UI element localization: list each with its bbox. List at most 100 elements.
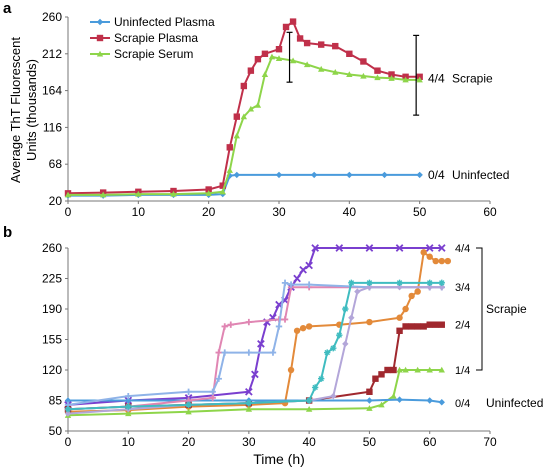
panel-b-y-tick-label: 155 [42, 333, 62, 347]
data-point [378, 401, 385, 408]
data-point [378, 371, 385, 378]
data-point [438, 399, 445, 406]
data-point [303, 61, 311, 68]
data-point [336, 331, 343, 339]
data-point [311, 384, 319, 391]
data-point [420, 323, 427, 330]
panel-a-annotation-fraction: 0/4 [428, 168, 445, 182]
series-line [67, 247, 442, 406]
panel-b-fraction-label: 0/4 [455, 398, 470, 410]
data-point [289, 57, 297, 64]
data-point [287, 281, 295, 288]
data-point [99, 191, 107, 198]
panel-b-series-4 [64, 366, 445, 418]
data-point [261, 71, 269, 78]
panel-b-x-tick-label: 20 [182, 435, 196, 449]
data-point [396, 284, 403, 291]
data-point [247, 105, 255, 112]
panel-a-series-scrapie-serum [64, 53, 423, 198]
data-point [425, 244, 434, 252]
data-point [125, 403, 132, 410]
panel-a-x-tick-label: 40 [343, 205, 357, 219]
panel-a-error-bar [286, 31, 293, 83]
data-point [366, 284, 373, 291]
panel-b-x-tick-label: 50 [363, 435, 377, 449]
data-point [275, 46, 283, 53]
data-point [365, 244, 374, 252]
panel-b-group-label-uninfected: Uninfected [486, 396, 543, 410]
panel-b-fraction-label: 4/4 [455, 243, 470, 255]
data-point [254, 55, 262, 63]
data-point [396, 314, 403, 321]
panel-a-y-tick-label: 212 [42, 47, 62, 61]
data-point [432, 257, 439, 265]
panel-b-y-tick-label: 50 [49, 424, 63, 438]
data-point [438, 321, 445, 328]
data-point [346, 71, 353, 78]
panel-a-error-bar [413, 34, 420, 116]
data-point [396, 279, 403, 287]
panel-b-x-tick-label: 10 [122, 435, 136, 449]
panel-b-fraction-label: 3/4 [455, 282, 470, 294]
data-point [219, 182, 226, 189]
data-point [64, 191, 72, 198]
data-point [254, 101, 262, 108]
panel-b-series-7 [64, 279, 445, 409]
data-point [402, 366, 409, 373]
data-point [245, 349, 253, 356]
data-point [268, 53, 276, 60]
series-line [67, 251, 448, 413]
data-point [372, 375, 379, 382]
panel-a-letter: a [3, 0, 12, 17]
data-point [245, 387, 253, 396]
data-point [374, 74, 381, 81]
data-point [185, 408, 192, 415]
data-point [233, 113, 240, 120]
legend-swatch-marker [96, 18, 104, 26]
data-point [374, 67, 381, 74]
data-point [282, 23, 290, 31]
data-point [348, 314, 355, 321]
data-point [402, 305, 409, 313]
panel-a-x-tick-label: 50 [413, 205, 427, 219]
legend-label: Scrapie Serum [114, 47, 193, 61]
series-line [67, 286, 442, 411]
data-point [366, 318, 373, 326]
data-point [245, 399, 253, 407]
data-point [330, 392, 337, 400]
data-point [426, 279, 433, 287]
panel-b-y-tick-label: 225 [42, 272, 62, 286]
data-point [416, 171, 423, 179]
data-point [293, 327, 301, 334]
data-point [402, 76, 409, 83]
legend-label: Scrapie Plasma [114, 31, 198, 45]
data-point [346, 171, 353, 179]
data-point [233, 132, 240, 139]
series-line [67, 281, 442, 406]
data-point [438, 366, 445, 373]
panel-b-series-3 [64, 321, 445, 413]
data-point [348, 279, 355, 287]
data-point [388, 71, 395, 78]
data-point [366, 405, 373, 411]
data-point [245, 406, 253, 412]
panel-b-letter: b [3, 224, 12, 241]
data-point [185, 388, 192, 395]
panel-a-x-tick-label: 20 [202, 205, 216, 219]
data-point [444, 257, 451, 265]
panel-b-x-tick-label: 0 [65, 435, 72, 449]
data-point [330, 345, 337, 352]
data-point [414, 288, 421, 295]
data-point [261, 50, 269, 57]
panel-b-x-tick-label: 60 [423, 435, 437, 449]
data-point [366, 397, 373, 404]
data-point [251, 370, 259, 379]
data-point [390, 392, 397, 399]
data-point [318, 41, 325, 48]
data-point [287, 366, 295, 374]
data-point [342, 340, 349, 348]
panel-b-x-axis-label: Time (h) [253, 451, 305, 467]
panel-a-y-tick-label: 68 [49, 157, 63, 171]
data-point [346, 50, 353, 57]
data-point [402, 323, 409, 330]
